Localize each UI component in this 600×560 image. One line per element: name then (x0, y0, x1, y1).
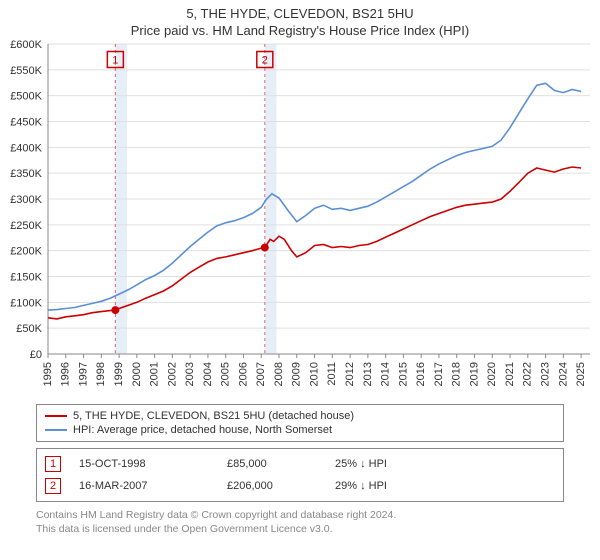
y-axis-label: £500K (10, 91, 42, 103)
x-axis-label: 2020 (486, 362, 498, 386)
x-axis-label: 2024 (557, 362, 569, 386)
x-axis-label: 2019 (468, 362, 480, 386)
x-axis-label: 2003 (184, 362, 196, 386)
x-axis-label: 2015 (397, 362, 409, 386)
x-axis-label: 2002 (166, 362, 178, 386)
event-marker-point (261, 244, 269, 252)
y-axis-label: £50K (16, 323, 42, 335)
event-marker-label: 1 (112, 54, 118, 66)
x-axis-label: 2011 (326, 362, 338, 386)
x-axis-label: 2008 (273, 362, 285, 386)
x-axis-label: 2016 (415, 362, 427, 386)
x-axis-label: 2009 (291, 362, 303, 386)
y-axis-label: £200K (10, 246, 42, 258)
legend-row: HPI: Average price, detached house, Nort… (45, 423, 555, 437)
x-axis-label: 2012 (344, 362, 356, 386)
footer-line-1: Contains HM Land Registry data © Crown c… (36, 508, 564, 522)
x-axis-label: 1996 (60, 362, 72, 386)
chart-container: 5, THE HYDE, CLEVEDON, BS21 5HU Price pa… (0, 0, 600, 536)
transaction-delta: 25% ↓ HPI (335, 458, 387, 470)
x-axis-label: 2023 (539, 362, 551, 386)
y-axis-label: £0 (30, 349, 42, 361)
x-axis-label: 1997 (77, 362, 89, 386)
transaction-row: 1 15-OCT-1998 £85,000 25% ↓ HPI (45, 453, 555, 475)
y-axis-label: £350K (10, 168, 42, 180)
x-axis-label: 2013 (362, 362, 374, 386)
x-axis-label: 1998 (95, 362, 107, 386)
legend: 5, THE HYDE, CLEVEDON, BS21 5HU (detache… (36, 404, 564, 442)
x-axis-label: 1995 (42, 362, 54, 386)
price-chart: £0 £50K £100K £150K £200K £250K £300K £350K £400… (0, 38, 600, 398)
y-axis-label: £300K (10, 194, 42, 206)
series-price_paid (48, 167, 581, 319)
transaction-date: 16-MAR-2007 (79, 480, 209, 492)
legend-row: 5, THE HYDE, CLEVEDON, BS21 5HU (detache… (45, 409, 555, 423)
chart-title: 5, THE HYDE, CLEVEDON, BS21 5HU (0, 6, 600, 21)
transaction-marker: 1 (45, 456, 61, 472)
y-axis-label: £450K (10, 117, 42, 129)
chart-subtitle: Price paid vs. HM Land Registry's House … (0, 23, 600, 38)
y-axis-label: £250K (10, 220, 42, 232)
x-axis-label: 2010 (308, 362, 320, 386)
x-axis-label: 2018 (451, 362, 463, 386)
x-axis-label: 2021 (504, 362, 516, 386)
legend-label: 5, THE HYDE, CLEVEDON, BS21 5HU (detache… (73, 410, 354, 422)
x-axis-label: 2004 (202, 362, 214, 386)
y-axis-label: £100K (10, 297, 42, 309)
legend-swatch (45, 415, 67, 417)
footer-line-2: This data is licensed under the Open Gov… (36, 522, 564, 536)
event-marker-label: 2 (262, 54, 268, 66)
transaction-marker: 2 (45, 478, 61, 494)
x-axis-label: 2025 (575, 362, 587, 386)
transaction-date: 15-OCT-1998 (79, 458, 209, 470)
x-axis-label: 2006 (237, 362, 249, 386)
transaction-price: £206,000 (227, 480, 317, 492)
x-axis-label: 2001 (149, 362, 161, 386)
transaction-delta: 29% ↓ HPI (335, 480, 387, 492)
transactions-table: 1 15-OCT-1998 £85,000 25% ↓ HPI 2 16-MAR-2007… (36, 448, 564, 502)
x-axis-label: 2000 (131, 362, 143, 386)
legend-label: HPI: Average price, detached house, Nort… (73, 424, 332, 436)
x-axis-label: 2005 (220, 362, 232, 386)
x-axis-label: 2014 (380, 362, 392, 386)
event-marker-point (111, 306, 119, 314)
y-axis-label: £550K (10, 65, 42, 77)
title-block: 5, THE HYDE, CLEVEDON, BS21 5HU Price pa… (0, 0, 600, 38)
transaction-price: £85,000 (227, 458, 317, 470)
transaction-row: 2 16-MAR-2007 £206,000 29% ↓ HPI (45, 475, 555, 497)
x-axis-label: 2017 (433, 362, 445, 386)
y-axis-label: £400K (10, 142, 42, 154)
y-axis-label: £600K (10, 39, 42, 51)
attribution-footer: Contains HM Land Registry data © Crown c… (36, 508, 564, 536)
legend-swatch (45, 429, 67, 431)
y-axis-label: £150K (10, 272, 42, 284)
x-axis-label: 2007 (255, 362, 267, 386)
x-axis-label: 1999 (113, 362, 125, 386)
x-axis-label: 2022 (522, 362, 534, 386)
